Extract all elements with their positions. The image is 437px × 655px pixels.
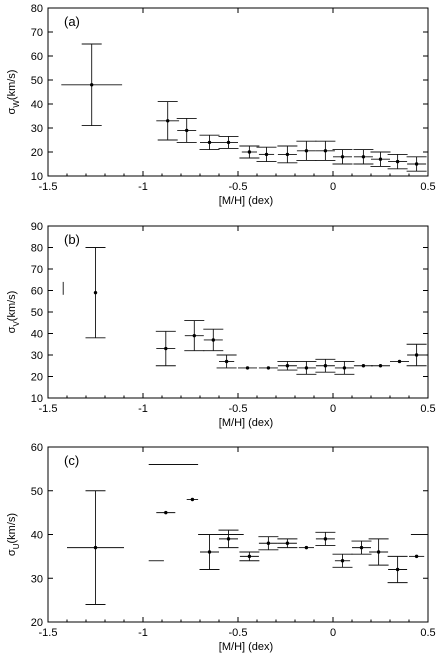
panel-b-y-tick-label: 10 xyxy=(31,393,43,405)
panel-c-data-point xyxy=(359,545,364,550)
panel-a-x-tick-label: -1 xyxy=(138,181,148,193)
panel-c-data-point xyxy=(340,559,345,563)
panel-a-data-point xyxy=(323,149,328,153)
panel-a-x-tick-label: 0 xyxy=(330,181,336,193)
panel-b-x-tick-label: -1.5 xyxy=(39,403,58,415)
panel-a-data-point xyxy=(285,152,290,157)
panel-c-data-point xyxy=(414,554,419,559)
panel-c-data-point xyxy=(247,554,252,559)
panel-c-x-axis-label: [M/H] (dex) xyxy=(219,641,273,653)
panel-c-y-tick-label: 60 xyxy=(31,442,43,454)
panel-c-data-point xyxy=(190,497,195,502)
panel-a-y-tick-label: 10 xyxy=(31,171,43,183)
panel-a-data-point xyxy=(378,157,383,161)
panel-c-data-point xyxy=(395,567,400,572)
panel-b-y-axis-label: σV(km/s) xyxy=(6,291,21,334)
panel-b-data-point xyxy=(211,338,215,342)
panel-a-data-point xyxy=(166,119,170,123)
panel-b-x-tick-label: 0.5 xyxy=(420,403,435,415)
panel-b-data-point xyxy=(285,364,290,368)
panel-c-x-tick-label: 0.5 xyxy=(420,627,435,639)
panel-b-y-tick-label: 50 xyxy=(31,307,43,319)
panel-a-data-point xyxy=(90,83,94,87)
panel-b-y-tick-label: 70 xyxy=(31,264,43,276)
panel-b-x-tick-label: 0 xyxy=(330,403,336,415)
panel-b-y-tick-label: 90 xyxy=(31,221,43,233)
panel-c-data-point xyxy=(164,510,168,515)
panel-b-data-point xyxy=(304,366,309,370)
panel-c-data-point xyxy=(304,545,309,550)
panel-a-y-tick-label: 40 xyxy=(31,99,43,111)
panel-c-y-tick-label: 40 xyxy=(31,530,43,542)
panel-c-x-tick-label: -1 xyxy=(138,627,148,639)
panel-b-x-tick-label: -0.5 xyxy=(229,403,248,415)
panel-a-y-axis-label: σW(km/s) xyxy=(6,70,21,115)
panel-c-y-tick-label: 30 xyxy=(31,573,43,585)
panel-b-y-tick-label: 40 xyxy=(31,329,43,341)
panel-a-data-point xyxy=(395,159,400,164)
panel-b-data-point xyxy=(93,290,98,295)
panel-a-data-point xyxy=(361,155,366,159)
panel-a-data-point xyxy=(226,140,231,145)
panel-a-data-point xyxy=(414,162,419,166)
panel-c-data-point xyxy=(323,537,328,541)
panel-a-label: (a) xyxy=(64,14,80,29)
panel-a-y-tick-label: 20 xyxy=(31,147,43,159)
panel-b-plot-frame xyxy=(47,225,429,399)
panel-a-data-point xyxy=(185,128,189,133)
panel-a-y-tick-label: 70 xyxy=(31,27,43,39)
panel-a-data-point xyxy=(207,140,212,145)
panel-c-data-point xyxy=(376,550,381,554)
panel-b-data-point xyxy=(414,353,419,357)
panel-c-y-axis-label: σU(km/s) xyxy=(6,513,21,556)
panel-b-x-tick-label: -1 xyxy=(138,403,148,415)
panel-b-data-point xyxy=(192,333,196,338)
panel-a-data-point xyxy=(340,155,345,159)
panel-b-y-tick-label: 30 xyxy=(31,350,43,362)
panel-a-y-tick-label: 80 xyxy=(31,3,43,15)
panel-a-y-tick-label: 50 xyxy=(31,75,43,87)
panel-b-data-point xyxy=(323,364,328,368)
panel-b-data-point xyxy=(361,364,366,368)
panel-a-y-tick-label: 60 xyxy=(31,51,43,63)
panel-a-y-tick-label: 30 xyxy=(31,123,43,135)
panel-a-x-tick-label: -0.5 xyxy=(229,181,248,193)
panel-a-plot-frame xyxy=(47,7,429,177)
panel-b-y-tick-label: 80 xyxy=(31,243,43,255)
panel-a-x-axis-label: [M/H] (dex) xyxy=(219,195,273,207)
panel-c-data-point xyxy=(207,550,212,554)
panel-c-data-point xyxy=(93,545,98,550)
panel-c-x-tick-label: -0.5 xyxy=(229,627,248,639)
panel-a-data-point xyxy=(264,152,269,157)
panel-b-data-point xyxy=(378,364,383,368)
panel-b-data-point xyxy=(245,366,250,370)
panel-c-x-tick-label: 0 xyxy=(330,627,336,639)
panel-c-data-point xyxy=(285,541,290,545)
panel-a-data-point xyxy=(304,149,309,153)
panel-a-x-tick-label: 0.5 xyxy=(420,181,435,193)
panel-c-y-tick-label: 50 xyxy=(31,486,43,498)
panel-b-data-point xyxy=(342,366,347,370)
panel-c-y-tick-label: 20 xyxy=(31,617,43,629)
panel-c-data-point xyxy=(226,537,231,541)
panel-b-x-axis-label: [M/H] (dex) xyxy=(219,417,273,429)
panel-b-data-point xyxy=(266,366,271,370)
panel-b-data-point xyxy=(397,359,402,364)
panel-c-data-point xyxy=(266,541,271,545)
panel-c-x-tick-label: -1.5 xyxy=(39,627,58,639)
panel-a-data-point xyxy=(247,150,252,154)
panel-c-label: (c) xyxy=(64,453,79,468)
panel-b-data-point xyxy=(164,346,168,351)
panel-a-x-tick-label: -1.5 xyxy=(39,181,58,193)
panel-b-y-tick-label: 60 xyxy=(31,286,43,298)
panel-b-y-tick-label: 20 xyxy=(31,372,43,384)
panel-b-label: (b) xyxy=(64,232,80,247)
panel-b-data-point xyxy=(224,359,229,364)
